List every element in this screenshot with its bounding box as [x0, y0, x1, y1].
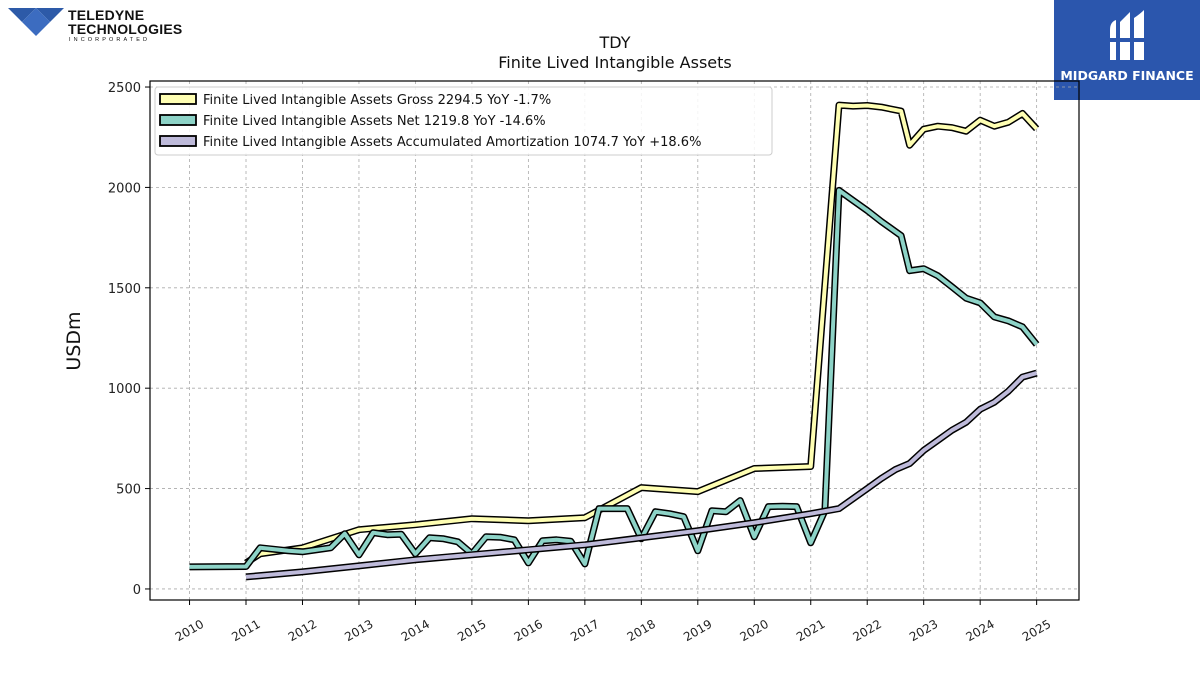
grid — [150, 81, 1079, 600]
legend-swatch-1 — [159, 114, 197, 126]
x-tick-label: 2022 — [850, 617, 883, 644]
teledyne-name: TELEDYNE TECHNOLOGIES — [68, 8, 182, 36]
series-line-1 — [189, 188, 1039, 569]
plot-frame — [149, 80, 1080, 601]
x-tick-label: 2017 — [568, 617, 601, 644]
y-tick-label: 2500 — [108, 81, 141, 96]
x-tick-label: 2010 — [173, 617, 206, 644]
chart-subtitle: Finite Lived Intangible Assets — [498, 53, 731, 72]
teledyne-logo: TELEDYNE TECHNOLOGIES INCORPORATED — [6, 6, 182, 46]
y-tick-label: 2000 — [108, 181, 141, 196]
legend-label-2: Finite Lived Intangible Assets Accumulat… — [203, 135, 701, 150]
series-line-0 — [244, 103, 1039, 565]
y-axis-label: USDm — [63, 311, 85, 370]
x-tick-label: 2019 — [681, 617, 714, 644]
y-tick-label: 1500 — [108, 282, 141, 297]
x-tick-label: 2013 — [342, 617, 375, 644]
x-tick-label: 2021 — [794, 617, 827, 644]
legend-swatch-0 — [159, 93, 197, 105]
series-lines — [189, 101, 1040, 581]
legend: Finite Lived Intangible Assets Gross 229… — [154, 86, 773, 156]
y-tick-label: 0 — [133, 583, 141, 598]
y-tick-label: 1000 — [108, 382, 141, 397]
legend-swatch-2 — [159, 135, 197, 147]
x-tick-label: 2016 — [512, 617, 545, 644]
legend-label-1: Finite Lived Intangible Assets Net 1219.… — [203, 114, 546, 129]
teledyne-emblem-icon — [8, 8, 64, 36]
x-tick-label: 2023 — [907, 617, 940, 644]
chart-title: TDY — [599, 33, 631, 52]
x-tick-label: 2011 — [229, 617, 262, 644]
midgard-logo-text: MIDGARD FINANCE — [1060, 68, 1194, 83]
x-tick-label: 2024 — [963, 617, 996, 644]
legend-label-0: Finite Lived Intangible Assets Gross 229… — [203, 93, 551, 108]
series-line-2 — [245, 371, 1038, 579]
midgard-logo: MIDGARD FINANCE — [1054, 0, 1200, 100]
midgard-emblem-icon — [1108, 10, 1146, 60]
x-tick-label: 2012 — [286, 617, 319, 644]
y-tick-label: 500 — [116, 483, 141, 498]
x-tick-label: 2015 — [455, 617, 488, 644]
teledyne-line3: INCORPORATED — [69, 37, 151, 43]
legend-box — [154, 86, 773, 156]
x-tick-label: 2020 — [738, 617, 771, 644]
x-tick-label: 2018 — [625, 617, 658, 644]
x-tick-label: 2025 — [1020, 617, 1053, 644]
x-tick-label: 2014 — [399, 617, 432, 644]
teledyne-line1: TELEDYNE — [68, 7, 145, 23]
teledyne-line2: TECHNOLOGIES — [68, 21, 183, 37]
